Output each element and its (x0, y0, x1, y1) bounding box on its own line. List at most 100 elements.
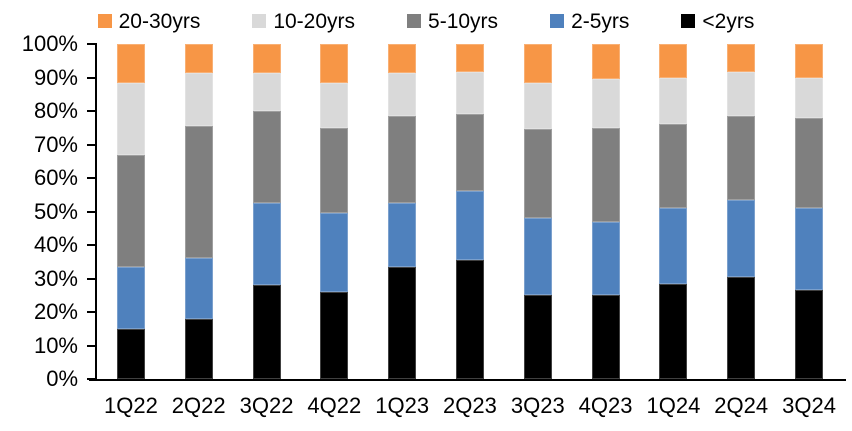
chart-legend: 20-30yrs 10-20yrs 5-10yrs 2-5yrs <2yrs (0, 6, 852, 36)
bar-slot-1q22 (97, 44, 165, 379)
stacked-bar-1q22 (116, 44, 145, 379)
bar-segment-20-30yrs (523, 44, 552, 83)
bar-segment--2yrs (455, 260, 484, 379)
y-axis-tick (87, 244, 95, 246)
y-axis-tick-label: 40% (33, 232, 78, 257)
bar-segment-2-5yrs (659, 208, 688, 284)
bar-segment-10-20yrs (727, 72, 756, 117)
bar-segment-20-30yrs (659, 44, 688, 78)
y-axis-tick (87, 210, 95, 213)
bar-segment-20-30yrs (252, 44, 281, 73)
legend-item-10-20yrs: 10-20yrs (252, 11, 355, 32)
plot-area (97, 44, 843, 379)
bar-segment-5-10yrs (727, 116, 756, 200)
x-axis-label-1q24: 1Q24 (646, 393, 701, 418)
y-axis-tick-label: 10% (33, 332, 78, 358)
legend-item-2-5yrs: 2-5yrs (550, 11, 629, 32)
bar-segment-5-10yrs (795, 117, 824, 209)
legend-swatch-icon (550, 14, 565, 28)
bar-segment--2yrs (388, 266, 417, 379)
x-axis-label-3q22: 3Q22 (239, 393, 294, 418)
bar-segment-20-30yrs (795, 44, 824, 78)
bar-segment-10-20yrs (116, 82, 145, 155)
bar-slot-1q24 (640, 44, 708, 379)
legend-label: 10-20yrs (273, 9, 356, 33)
bar-segment-2-5yrs (184, 258, 213, 319)
y-axis-tick-label: 60% (33, 165, 78, 190)
y-axis-tick-label: 30% (33, 265, 78, 291)
bar-segment-20-30yrs (184, 44, 213, 73)
bar-slot-4q23 (572, 44, 640, 379)
bar-segment-20-30yrs (388, 44, 417, 73)
bar-segment-5-10yrs (388, 116, 417, 204)
x-axis-label-2q22: 2Q22 (171, 393, 226, 418)
legend-label: 20-30yrs (118, 9, 201, 33)
legend-swatch-icon (252, 14, 267, 28)
bar-segment-10-20yrs (455, 72, 484, 115)
bar-segment-10-20yrs (252, 72, 281, 112)
legend-swatch-icon (97, 14, 112, 28)
y-axis-tick (87, 110, 95, 112)
legend-label: 5-10yrs (428, 9, 499, 33)
bar-segment-10-20yrs (523, 82, 552, 130)
bar-segment-5-10yrs (116, 154, 145, 267)
legend-swatch-icon (681, 14, 696, 28)
bar-segment-20-30yrs (320, 44, 349, 83)
bar-segment-2-5yrs (388, 203, 417, 267)
stacked-bar-3q24 (795, 44, 824, 379)
y-axis-tick-label: 90% (33, 64, 78, 90)
bar-segment--2yrs (591, 295, 620, 379)
bar-segment-2-5yrs (591, 221, 620, 296)
bar-slot-3q24 (775, 44, 843, 379)
bar-segment-2-5yrs (795, 208, 824, 291)
legend-item-5-10yrs: 5-10yrs (407, 11, 498, 32)
bar-segment-5-10yrs (523, 129, 552, 219)
y-axis-tick (87, 177, 95, 179)
bar-segment-20-30yrs (116, 44, 145, 83)
y-axis-tick (87, 277, 95, 280)
y-axis-tick-label: 0% (46, 366, 78, 391)
stacked-bar-2q24 (727, 44, 756, 379)
x-axis-label-2q23: 2Q23 (443, 393, 497, 418)
stacked-bar-1q24 (659, 44, 688, 379)
bar-segment--2yrs (320, 291, 349, 379)
bar-segment-10-20yrs (320, 82, 349, 128)
bar-segment-20-30yrs (455, 44, 484, 73)
bar-segment-5-10yrs (659, 124, 688, 209)
bar-segment-2-5yrs (523, 218, 552, 296)
stacked-bar-3q22 (252, 44, 281, 379)
x-axis-line (89, 379, 846, 381)
bar-segment-20-30yrs (727, 44, 756, 73)
bar-segment--2yrs (523, 295, 552, 379)
y-axis-tick (87, 311, 95, 313)
bar-slot-4q22 (300, 44, 368, 379)
bar-segment--2yrs (659, 283, 688, 379)
x-axis-label-4q22: 4Q22 (307, 393, 362, 418)
legend-item--2yrs: <2yrs (681, 11, 754, 32)
x-axis-label-4q23: 4Q23 (578, 393, 633, 418)
bar-segment-5-10yrs (252, 111, 281, 204)
stacked-bar-3q23 (523, 44, 552, 379)
y-axis-line (95, 43, 97, 381)
bar-slot-3q23 (504, 44, 572, 379)
legend-label: 2-5yrs (571, 9, 630, 33)
bar-segment--2yrs (252, 285, 281, 379)
y-axis-tick (87, 43, 95, 45)
x-axis-label-1q22: 1Q22 (103, 393, 158, 418)
stacked-bar-2q22 (184, 44, 213, 379)
bar-segment-2-5yrs (116, 266, 145, 329)
y-axis-tick-label: 70% (33, 131, 78, 157)
bar-segment-5-10yrs (591, 127, 620, 222)
x-axis-labels: 1Q22 2Q22 3Q22 4Q22 1Q23 2Q23 3Q23 4Q23 1Q24 2Q24… (97, 393, 843, 419)
bar-segment-2-5yrs (320, 213, 349, 292)
bar-segment-5-10yrs (455, 114, 484, 192)
y-axis-tick (87, 143, 95, 146)
y-axis-tick-label: 50% (33, 198, 78, 224)
bar-slot-2q23 (436, 44, 504, 379)
bar-segment-5-10yrs (184, 126, 213, 259)
y-axis-tick (87, 344, 95, 347)
bar-slot-2q22 (165, 44, 233, 379)
legend-swatch-icon (407, 14, 422, 28)
bar-segment-10-20yrs (659, 77, 688, 125)
